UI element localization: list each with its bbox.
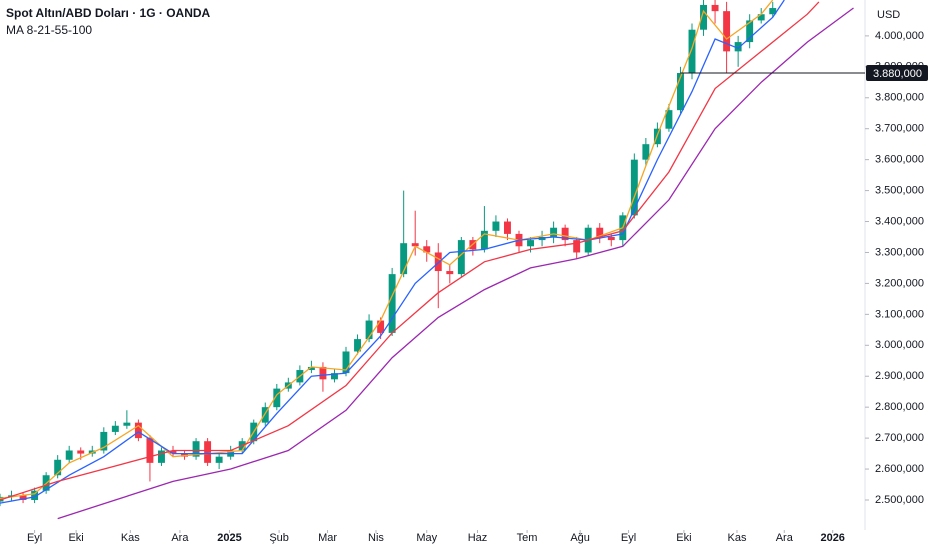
- candle-body: [400, 243, 408, 275]
- moving-average-line: [57, 7, 854, 520]
- currency[interactable]: USD: [877, 9, 900, 21]
- x-tick-label: Mar: [318, 532, 337, 544]
- candle-body: [734, 42, 742, 52]
- chart-title: Spot Altın/ABD Doları · 1G · OANDA: [6, 6, 211, 20]
- y-tick-label: 2.600,000: [875, 463, 924, 475]
- candle-body: [561, 227, 569, 241]
- candle-body: [677, 73, 684, 111]
- y-tick-label: 3.300,000: [875, 246, 924, 258]
- candle-body: [723, 11, 731, 52]
- candle-body: [19, 495, 27, 500]
- candle-body: [273, 388, 281, 408]
- x-tick-label: Tem: [517, 532, 538, 544]
- candle-body: [261, 407, 269, 423]
- x-tick-label: 2025: [217, 532, 241, 544]
- candle-body: [146, 438, 154, 463]
- indicator-label: MA 8-21-55-100: [6, 23, 92, 37]
- legend-bg: [0, 4, 310, 38]
- y-tick-label: 2.700,000: [875, 432, 924, 444]
- x-tick-label: Ara: [171, 532, 189, 544]
- candle-body: [642, 144, 650, 160]
- candle-body: [65, 450, 73, 460]
- y-tick-label: 2.800,000: [875, 401, 924, 413]
- y-tick-label: 3.000,000: [875, 339, 924, 351]
- candle-body: [158, 450, 165, 463]
- candle-body: [377, 320, 385, 333]
- candle-body: [354, 339, 361, 352]
- candle-body: [607, 236, 615, 241]
- x-tick-label: Kas: [727, 532, 746, 544]
- price-label: 3.880,000: [873, 68, 922, 80]
- candle-body: [596, 227, 604, 237]
- candle-body: [342, 351, 350, 374]
- moving-average-line: [0, 0, 785, 504]
- y-tick-label: 2.500,000: [875, 494, 924, 506]
- x-tick-label: Eyl: [27, 532, 42, 544]
- x-tick-label: Haz: [468, 532, 488, 544]
- candle-body: [169, 450, 177, 454]
- candle-body: [630, 159, 638, 216]
- candle-body: [665, 110, 673, 129]
- y-tick-label: 3.200,000: [875, 277, 924, 289]
- x-tick-label: Nis: [368, 532, 384, 544]
- y-tick-label: 3.400,000: [875, 215, 924, 227]
- candle-body: [711, 4, 719, 12]
- y-tick-label: 3.700,000: [875, 123, 924, 135]
- candle-body: [307, 366, 315, 371]
- candle-body: [434, 252, 442, 272]
- y-tick-label: 3.600,000: [875, 154, 924, 166]
- candle-body: [100, 431, 108, 451]
- y-tick-label: 3.100,000: [875, 308, 924, 320]
- candle-body: [31, 490, 39, 500]
- y-tick-label: 3.500,000: [875, 184, 924, 196]
- x-tick-label: Eki: [676, 532, 691, 544]
- candle-body: [215, 456, 223, 463]
- x-tick-label: Şub: [269, 532, 289, 544]
- candle-body: [77, 450, 85, 454]
- candle-body: [331, 373, 338, 380]
- candle-body: [388, 274, 396, 333]
- candle-body: [411, 243, 419, 247]
- x-tick-label: Kas: [121, 532, 140, 544]
- plot-area: [0, 0, 854, 520]
- x-tick-label: May: [416, 532, 437, 544]
- candle-body: [492, 221, 500, 231]
- candle-body: [573, 240, 581, 253]
- y-tick-label: 3.800,000: [875, 92, 924, 104]
- y-tick-label: 2.900,000: [875, 370, 924, 382]
- candle-body: [688, 29, 696, 74]
- candle-body: [192, 441, 200, 457]
- x-tick-label: Eyl: [621, 532, 636, 544]
- candle-body: [123, 422, 131, 426]
- candle-body: [204, 441, 212, 463]
- moving-average-line: [0, 1, 820, 501]
- candle-body: [423, 246, 431, 253]
- candle-body: [319, 366, 327, 380]
- candle-body: [700, 4, 707, 30]
- candle-body: [446, 271, 454, 275]
- candle-body: [365, 320, 373, 340]
- candle-body: [746, 20, 754, 43]
- x-tick-label: Ağu: [570, 532, 590, 544]
- candle-body: [54, 459, 62, 476]
- candle-body: [504, 221, 511, 234]
- candle-body: [134, 422, 142, 439]
- y-tick-label: 4.000,000: [875, 30, 924, 42]
- candle-body: [527, 240, 534, 247]
- candle-body: [769, 8, 777, 15]
- candle-body: [757, 14, 765, 21]
- x-tick-label: 2026: [820, 532, 844, 544]
- candle-body: [550, 227, 558, 237]
- candle-body: [480, 230, 488, 250]
- x-tick-label: Ara: [776, 532, 794, 544]
- candle-body: [457, 240, 465, 275]
- moving-average-line: [0, 0, 774, 500]
- candle-body: [111, 425, 119, 432]
- x-tick-label: Eki: [68, 532, 83, 544]
- price-label-box: [866, 65, 928, 82]
